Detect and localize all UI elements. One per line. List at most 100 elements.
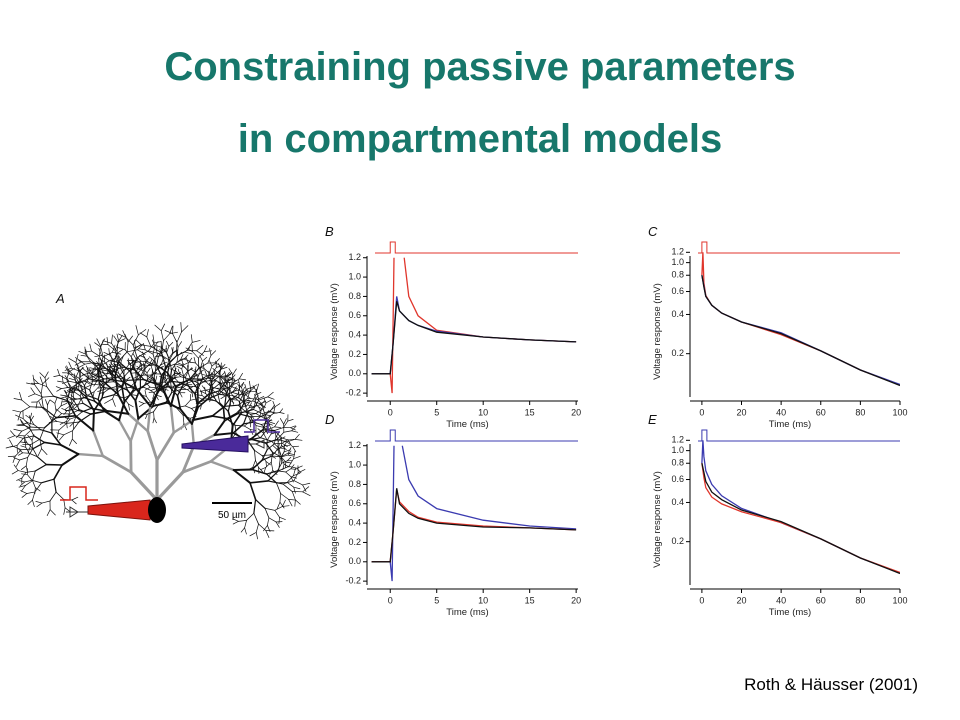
dendrite xyxy=(36,456,48,466)
dendrite xyxy=(58,423,67,431)
dendrite xyxy=(132,353,138,361)
y-tick-label: 0.2 xyxy=(348,537,361,547)
dendrite xyxy=(218,366,222,374)
y-tick-label: 0.8 xyxy=(348,479,361,489)
dendrite xyxy=(56,388,62,392)
plot: C 0.2 0.4 0.6 0.8 1.01.2 0 20 40 60 80 100 Time (ms)… xyxy=(648,224,908,430)
dendrite xyxy=(218,382,222,389)
dendrite xyxy=(19,418,23,425)
dendrite xyxy=(73,373,76,381)
dendrite xyxy=(144,390,147,397)
dendrite xyxy=(271,448,279,457)
dendrite xyxy=(83,396,96,402)
dendrite xyxy=(113,370,123,382)
dendrite xyxy=(67,395,75,401)
dendrite xyxy=(159,375,165,380)
dendrite xyxy=(302,491,311,497)
dendrite xyxy=(189,398,197,401)
dendrite xyxy=(282,499,286,507)
dendrite xyxy=(59,443,80,456)
dendrite xyxy=(208,373,215,377)
dendrite xyxy=(35,501,43,504)
dendrite xyxy=(65,390,68,397)
dendrite xyxy=(155,345,162,348)
dendrite xyxy=(263,467,267,474)
dendrite xyxy=(142,367,146,376)
dendrite xyxy=(139,332,148,338)
dendrite xyxy=(286,456,292,462)
series-line xyxy=(371,257,577,394)
dendrite xyxy=(7,435,16,439)
x-tick-label: 15 xyxy=(525,407,535,417)
dendrite xyxy=(274,506,283,511)
x-tick-label: 10 xyxy=(478,595,488,605)
dendrite xyxy=(21,472,27,479)
dendrite xyxy=(161,366,166,372)
dendrite xyxy=(291,491,296,501)
dendrite xyxy=(101,454,133,474)
dendrite xyxy=(75,411,83,418)
dendrite xyxy=(232,518,239,522)
dendrite xyxy=(109,373,116,379)
dendrite xyxy=(241,387,244,395)
dendrite xyxy=(47,399,51,406)
dendrite xyxy=(19,481,26,487)
dendrite xyxy=(20,420,26,426)
dendrite xyxy=(288,458,294,467)
dendrite xyxy=(34,393,44,398)
dendrite xyxy=(68,377,76,381)
dendrite xyxy=(19,392,23,401)
dendrite xyxy=(45,399,48,406)
dendrite xyxy=(94,400,108,412)
x-tick-label: 20 xyxy=(571,595,581,605)
dendrite xyxy=(96,338,102,347)
dendrite xyxy=(261,413,267,420)
dendrite xyxy=(30,438,41,445)
dendrite xyxy=(262,432,268,441)
dendrite xyxy=(171,376,178,380)
dendrite xyxy=(212,383,221,390)
dendrite xyxy=(220,366,228,370)
dendrite xyxy=(232,469,252,484)
dendrite xyxy=(191,340,201,343)
dendrite xyxy=(60,402,68,407)
dendrite xyxy=(277,436,282,443)
dendrite xyxy=(153,417,157,424)
dendrite xyxy=(192,415,214,422)
dendrite xyxy=(266,470,279,475)
dendrite xyxy=(287,450,292,456)
dendrite xyxy=(114,375,119,396)
dendrite xyxy=(71,421,80,432)
dendrite xyxy=(237,393,246,396)
dendrite xyxy=(226,372,233,377)
dendrite xyxy=(179,392,183,398)
dendrite xyxy=(169,377,176,380)
dendrite xyxy=(151,339,156,347)
dendrite xyxy=(220,382,227,394)
dendrite xyxy=(27,422,35,425)
dendrite xyxy=(149,372,154,383)
dendrite xyxy=(163,384,168,394)
dendrite xyxy=(78,413,92,423)
dendrite xyxy=(174,363,183,367)
dendrite xyxy=(267,480,284,485)
dendrite xyxy=(65,389,73,394)
dendrite xyxy=(214,370,220,376)
dendrite xyxy=(160,373,167,379)
x-tick-label: 10 xyxy=(478,407,488,417)
dendrite xyxy=(190,334,193,343)
dendrite xyxy=(100,379,111,386)
dendrite xyxy=(172,333,178,343)
dendrite xyxy=(166,340,170,347)
dendrite xyxy=(51,432,62,446)
dendrite xyxy=(99,369,109,372)
dendrite xyxy=(283,418,287,425)
title-line: Constraining passive parameters xyxy=(164,45,795,89)
dendrite xyxy=(179,408,193,425)
dendrite xyxy=(136,350,149,359)
dendrite xyxy=(287,454,294,457)
dendrite xyxy=(95,364,103,367)
dendrite xyxy=(56,421,67,424)
dendrite xyxy=(270,461,274,471)
dendrite xyxy=(150,390,157,396)
